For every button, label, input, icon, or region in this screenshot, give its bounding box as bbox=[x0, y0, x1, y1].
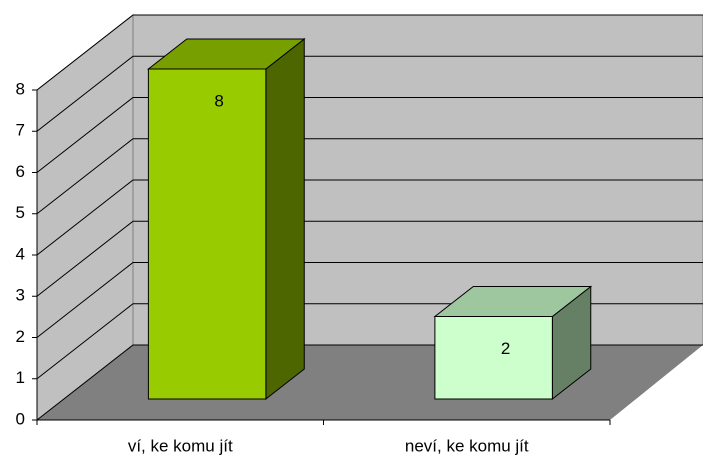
bar-front bbox=[147, 68, 267, 400]
y-tick-label: 6 bbox=[16, 162, 25, 181]
grid-line bbox=[36, 55, 703, 132]
x-tick-label: neví, ke komu jít bbox=[405, 436, 529, 455]
grid bbox=[36, 14, 703, 421]
bars bbox=[146, 37, 593, 401]
grid-line bbox=[36, 179, 703, 256]
data-label: 2 bbox=[501, 339, 510, 358]
y-tick-label: 8 bbox=[16, 79, 25, 98]
grid-line bbox=[36, 262, 703, 338]
y-tick-label: 7 bbox=[16, 121, 25, 140]
y-tick-label: 0 bbox=[16, 409, 25, 428]
grid-line bbox=[36, 138, 703, 215]
y-tick-label: 1 bbox=[16, 368, 25, 387]
bar bbox=[146, 37, 306, 401]
grid-line bbox=[36, 14, 703, 91]
bar-side bbox=[265, 37, 305, 401]
y-tick-label: 5 bbox=[16, 203, 25, 222]
y-tick-label: 4 bbox=[16, 244, 25, 263]
grid-line bbox=[36, 220, 703, 297]
y-tick-label: 2 bbox=[16, 327, 25, 346]
bar-front bbox=[434, 316, 553, 400]
data-label: 8 bbox=[214, 91, 223, 110]
grid-line bbox=[36, 97, 703, 173]
x-tick-label: ví, ke komu jít bbox=[128, 436, 233, 455]
bar bbox=[433, 285, 593, 401]
y-tick-label: 3 bbox=[16, 286, 25, 305]
floor bbox=[37, 345, 703, 420]
